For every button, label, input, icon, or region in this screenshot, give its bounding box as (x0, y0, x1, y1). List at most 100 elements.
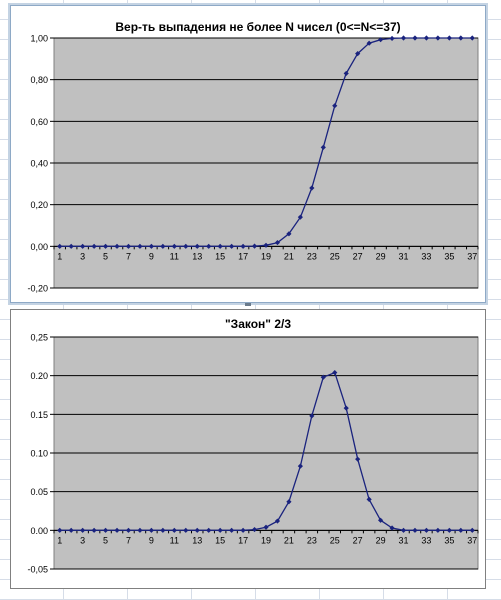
data-point (320, 144, 326, 150)
x-tick-label: 35 (444, 251, 454, 261)
data-point (91, 243, 97, 249)
data-point (274, 239, 281, 246)
x-tick-label: 5 (103, 535, 108, 545)
law-chart[interactable]: "Закон" 2/3 0,25 0.20 0.15 0.10 0.05 0.00 -0,05… (10, 309, 486, 589)
data-point (148, 243, 155, 249)
y-tick-label: 0.20 (30, 371, 48, 381)
data-point (458, 35, 464, 41)
x-tick-label: 25 (330, 251, 340, 261)
x-tick-label: 3 (80, 535, 85, 545)
data-point (435, 35, 441, 41)
data-point (355, 51, 361, 57)
x-tick-label: 1 (57, 535, 62, 545)
data-point (240, 243, 246, 249)
x-tick-label: 37 (467, 251, 477, 261)
x-tick-label: 17 (238, 251, 248, 261)
y-tick-label: 0,25 (30, 333, 48, 343)
x-tick-label: 25 (330, 535, 340, 545)
data-point (137, 243, 143, 249)
x-tick-label: 31 (399, 251, 409, 261)
data-point (171, 243, 177, 249)
data-point (412, 35, 418, 41)
data-point (332, 103, 338, 109)
data-point (320, 374, 326, 380)
data-point (309, 185, 315, 191)
data-point (251, 526, 258, 533)
data-point (446, 35, 452, 41)
data-point (80, 243, 86, 249)
x-tick-label: 1 (57, 251, 62, 261)
x-tick-label: 3 (80, 251, 85, 261)
x-tick-label: 5 (103, 251, 108, 261)
data-point (125, 243, 132, 249)
data-point (102, 243, 109, 249)
data-point (114, 243, 120, 249)
data-point (286, 499, 292, 505)
data-point (400, 527, 407, 533)
data-point (389, 525, 395, 531)
y-tick-label: 0.00 (30, 526, 48, 536)
data-point (57, 243, 63, 249)
x-tick-label: 29 (376, 535, 386, 545)
y-tick-label: 0,40 (30, 159, 48, 169)
x-tick-label: 33 (421, 535, 431, 545)
y-tick-label: -0,05 (27, 565, 48, 575)
y-tick-label: 0,20 (30, 200, 48, 210)
x-tick-label: 23 (307, 251, 317, 261)
chart-svg: Вер-ть выпадения не более N чисел (0<=N<… (27, 20, 479, 294)
data-point (229, 243, 235, 249)
data-point (446, 527, 452, 533)
data-point (297, 214, 303, 220)
y-tick-label: 0,60 (30, 117, 48, 127)
x-tick-label: 11 (170, 251, 179, 261)
data-point (263, 524, 269, 530)
data-point (206, 243, 212, 249)
probability-chart[interactable]: Вер-ть выпадения не более N чисел (0<=N<… (8, 3, 488, 305)
y-tick-label: 1,00 (30, 34, 48, 44)
chart-title: "Закон" 2/3 (225, 317, 291, 331)
x-tick-label: 19 (261, 535, 271, 545)
data-point (286, 231, 292, 237)
y-tick-label: 0.10 (30, 449, 48, 459)
x-tick-label: 17 (238, 535, 248, 545)
x-tick-label: 7 (126, 535, 131, 545)
x-tick-label: 11 (170, 535, 179, 545)
data-point (217, 243, 223, 249)
x-tick-label: 7 (126, 251, 131, 261)
x-tick-label: 21 (284, 535, 294, 545)
data-point (309, 413, 315, 419)
y-tick-label: 0.15 (30, 410, 48, 420)
data-point (194, 243, 200, 249)
x-tick-label: 13 (192, 251, 202, 261)
x-tick-label: 29 (376, 251, 386, 261)
x-tick-label: 27 (353, 535, 363, 545)
data-point (297, 463, 303, 469)
x-tick-label: 13 (192, 535, 202, 545)
x-tick-label: 15 (215, 251, 225, 261)
x-tick-label: 9 (149, 535, 154, 545)
data-point (274, 518, 281, 524)
y-tick-label: 0,00 (30, 242, 48, 252)
data-point (469, 35, 475, 41)
data-point (423, 35, 430, 41)
x-tick-label: 31 (399, 535, 409, 545)
resize-handle-bottom[interactable] (245, 303, 251, 306)
data-point (183, 243, 189, 249)
x-tick-label: 15 (215, 535, 225, 545)
x-tick-label: 23 (307, 535, 317, 545)
x-tick-label: 37 (467, 535, 477, 545)
x-tick-label: 27 (353, 251, 363, 261)
data-point (251, 243, 258, 249)
chart-title: Вер-ть выпадения не более N чисел (0<=N<… (115, 20, 400, 34)
y-tick-label: 0.05 (30, 487, 48, 497)
y-tick-label: 0,80 (30, 75, 48, 85)
data-point (400, 35, 407, 41)
data-point (343, 70, 349, 77)
x-tick-label: 35 (444, 535, 454, 545)
data-point (377, 37, 384, 43)
chart-svg: "Закон" 2/3 0,25 0.20 0.15 0.10 0.05 0.00 -0,05… (27, 317, 479, 575)
y-tick-label: -0,20 (27, 284, 48, 294)
x-tick-label: 21 (284, 251, 294, 261)
x-tick-label: 9 (149, 251, 154, 261)
data-point (263, 242, 269, 248)
